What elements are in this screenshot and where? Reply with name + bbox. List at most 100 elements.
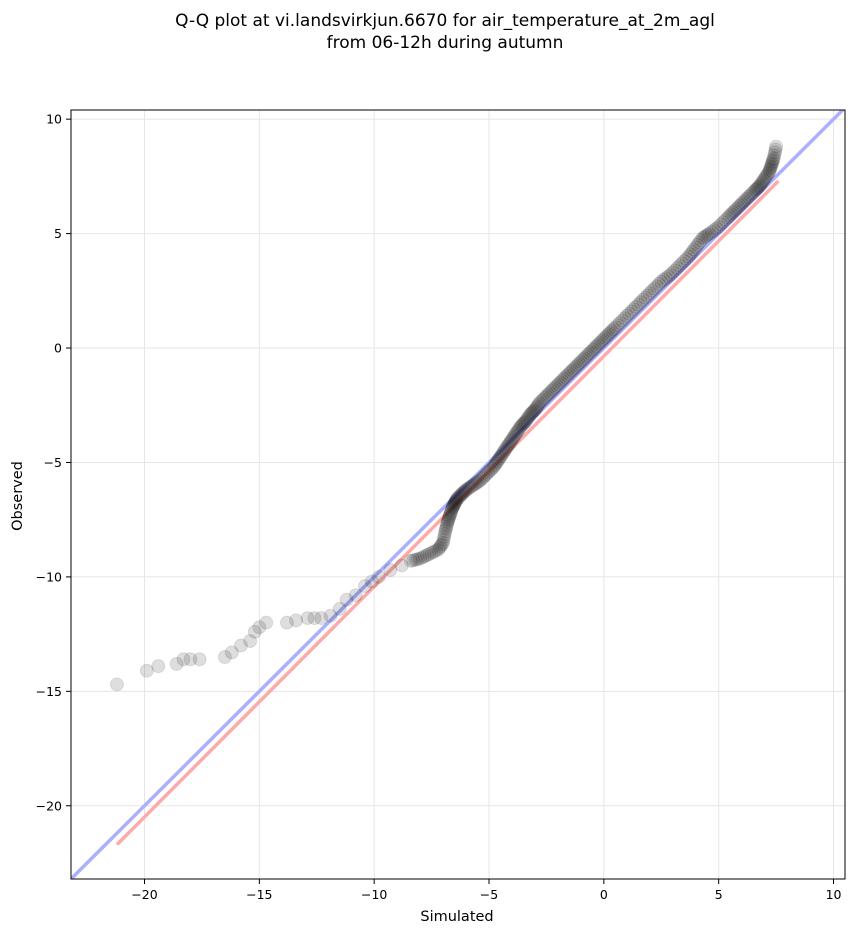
data-point bbox=[645, 283, 660, 298]
data-point bbox=[517, 415, 532, 430]
data-point bbox=[192, 652, 207, 667]
data-point bbox=[603, 325, 618, 340]
data-point bbox=[601, 327, 616, 342]
data-point bbox=[532, 395, 547, 410]
data-point bbox=[462, 480, 477, 495]
y-tick-label: 10 bbox=[46, 112, 62, 127]
data-point bbox=[549, 378, 564, 393]
data-point bbox=[759, 168, 774, 183]
data-point bbox=[726, 205, 741, 220]
data-point bbox=[658, 271, 673, 286]
x-axis-label: Simulated bbox=[420, 909, 493, 925]
data-point bbox=[749, 181, 764, 196]
data-point bbox=[447, 496, 462, 511]
data-point bbox=[314, 611, 329, 626]
data-point bbox=[713, 217, 728, 232]
data-point bbox=[348, 588, 363, 603]
data-point bbox=[491, 453, 506, 468]
data-point bbox=[503, 434, 518, 449]
data-point bbox=[754, 176, 769, 191]
data-point bbox=[488, 456, 503, 471]
data-point bbox=[663, 267, 678, 282]
data-point bbox=[661, 269, 676, 284]
y-tick-label: 0 bbox=[54, 341, 62, 356]
data-point bbox=[501, 437, 516, 452]
data-point bbox=[756, 173, 771, 188]
data-point bbox=[758, 169, 773, 184]
data-point bbox=[243, 633, 258, 648]
data-point bbox=[448, 494, 463, 509]
data-point bbox=[647, 281, 662, 296]
data-point bbox=[679, 251, 694, 266]
data-point bbox=[483, 463, 498, 478]
y-tick-label: 5 bbox=[54, 226, 62, 241]
data-point bbox=[604, 323, 619, 338]
data-point bbox=[551, 377, 566, 392]
data-point bbox=[383, 563, 398, 578]
fit-line bbox=[115, 179, 780, 846]
data-point bbox=[677, 254, 692, 269]
data-point bbox=[610, 318, 625, 333]
data-point bbox=[527, 402, 542, 417]
data-point bbox=[561, 366, 576, 381]
data-point bbox=[493, 449, 508, 464]
data-point bbox=[626, 302, 641, 317]
data-point bbox=[506, 430, 521, 445]
data-point bbox=[431, 542, 446, 557]
data-point bbox=[477, 468, 492, 483]
data-point bbox=[651, 276, 666, 291]
data-point bbox=[410, 552, 425, 567]
data-point bbox=[500, 439, 515, 454]
data-point bbox=[732, 198, 747, 213]
data-point bbox=[656, 272, 671, 287]
data-point bbox=[476, 470, 491, 485]
data-point bbox=[371, 569, 386, 584]
data-point bbox=[434, 537, 449, 552]
data-point bbox=[454, 487, 469, 502]
data-point bbox=[495, 446, 510, 461]
data-point bbox=[548, 380, 563, 395]
data-point bbox=[474, 472, 489, 487]
data-point bbox=[511, 422, 526, 437]
data-point bbox=[224, 645, 239, 660]
data-point bbox=[424, 545, 439, 560]
data-point bbox=[670, 260, 685, 275]
data-point bbox=[510, 423, 525, 438]
data-point bbox=[764, 157, 779, 172]
data-point bbox=[486, 460, 501, 475]
data-point bbox=[619, 308, 634, 323]
data-point bbox=[432, 540, 447, 555]
data-point bbox=[672, 258, 687, 273]
data-point bbox=[711, 219, 726, 234]
data-point bbox=[577, 351, 592, 366]
data-point bbox=[606, 322, 621, 337]
data-point bbox=[592, 335, 607, 350]
data-point bbox=[444, 502, 459, 517]
data-point bbox=[727, 203, 742, 218]
data-point bbox=[541, 387, 556, 402]
data-point bbox=[767, 148, 782, 163]
data-point bbox=[440, 514, 455, 529]
data-point bbox=[720, 210, 735, 225]
data-point bbox=[518, 414, 533, 429]
data-point bbox=[289, 613, 304, 628]
data-point bbox=[442, 508, 457, 523]
data-point bbox=[499, 441, 514, 456]
data-point bbox=[608, 320, 623, 335]
data-point bbox=[563, 365, 578, 380]
data-point bbox=[674, 256, 689, 271]
data-point bbox=[408, 552, 423, 567]
data-point bbox=[579, 349, 594, 364]
data-point bbox=[413, 551, 428, 566]
data-point bbox=[568, 359, 583, 374]
data-point bbox=[542, 385, 557, 400]
data-point bbox=[456, 485, 471, 500]
data-point bbox=[681, 249, 696, 264]
data-point bbox=[731, 200, 746, 215]
data-point bbox=[307, 611, 322, 626]
data-point bbox=[233, 638, 248, 653]
data-point bbox=[465, 478, 480, 493]
data-point bbox=[553, 375, 568, 390]
data-point bbox=[472, 473, 487, 488]
data-point bbox=[751, 179, 766, 194]
